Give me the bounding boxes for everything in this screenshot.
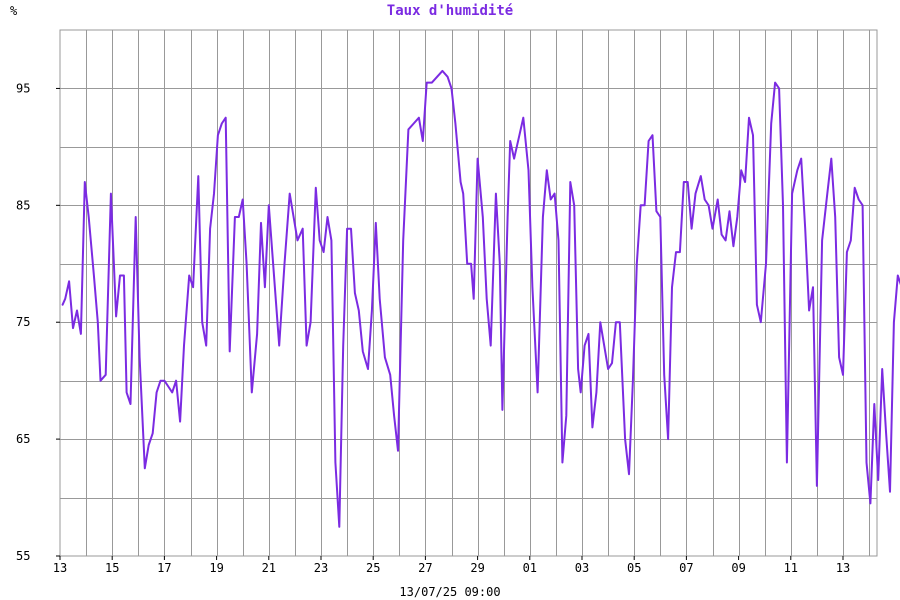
x-tick-label: 05: [627, 561, 641, 575]
plot-frame: [59, 29, 878, 557]
timestamp-footer: 13/07/25 09:00: [399, 585, 500, 599]
y-tick-label: 75: [16, 315, 30, 329]
x-tick-label: 13: [53, 561, 67, 575]
x-tick-label: 23: [314, 561, 328, 575]
chart-title: Taux d'humidité: [387, 3, 513, 19]
x-axis-ticks: 13 15 17 19 21 23 25 27 29 01 03 05 07 09 11 13: [53, 556, 850, 575]
grid: [59, 29, 878, 557]
series-group: [61, 69, 900, 528]
x-tick-label: 03: [575, 561, 589, 575]
x-tick-label: 01: [523, 561, 537, 575]
x-tick-label: 11: [784, 561, 798, 575]
x-tick-label: 17: [157, 561, 171, 575]
x-tick-label: 13: [836, 561, 850, 575]
y-tick-label: 55: [16, 549, 30, 563]
humidity-series-line: [61, 69, 900, 528]
y-axis-ticks: 55 65 75 85 95: [16, 81, 60, 563]
y-tick-label: 95: [16, 81, 30, 95]
y-tick-label: 65: [16, 432, 30, 446]
y-unit-label: %: [10, 4, 18, 18]
x-tick-label: 09: [731, 561, 745, 575]
x-tick-label: 27: [418, 561, 432, 575]
x-tick-label: 19: [209, 561, 223, 575]
x-tick-label: 21: [262, 561, 276, 575]
y-tick-label: 85: [16, 198, 30, 212]
x-tick-label: 15: [105, 561, 119, 575]
x-tick-label: 07: [679, 561, 693, 575]
x-tick-label: 25: [366, 561, 380, 575]
x-tick-label: 29: [470, 561, 484, 575]
